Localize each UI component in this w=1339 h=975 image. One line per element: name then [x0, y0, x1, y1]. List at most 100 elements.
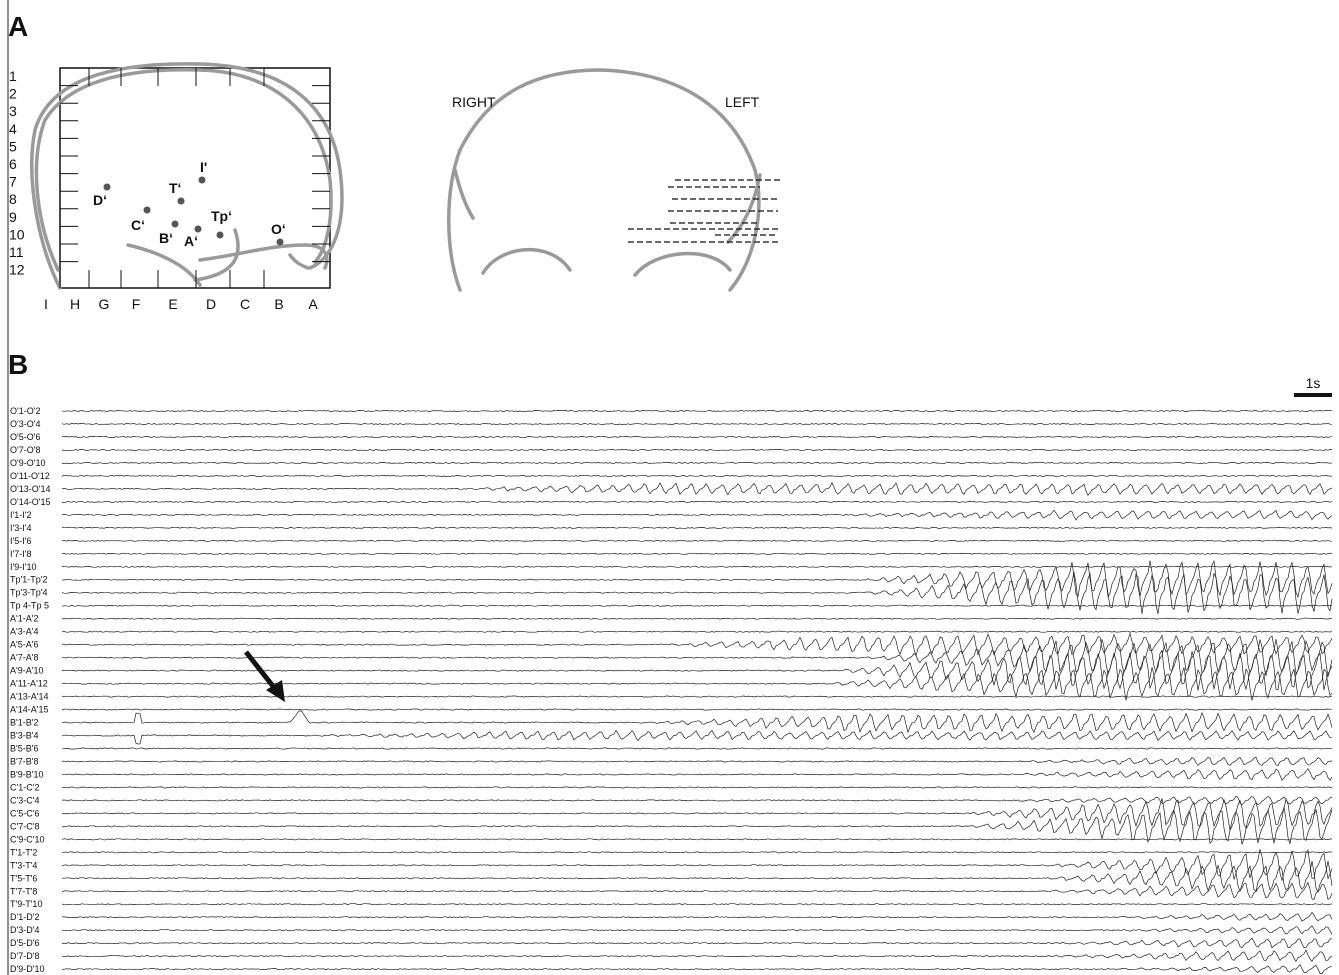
channel-label: I'5-I'6 — [10, 536, 31, 546]
channel-label: A'9-A'10 — [10, 666, 43, 676]
channel-label: I'7-I'8 — [10, 549, 31, 559]
channel-label: T'1-T'2 — [10, 847, 37, 857]
eeg-trace — [61, 881, 1333, 900]
electrode — [198, 176, 206, 184]
col-label: B — [274, 296, 283, 312]
eeg-trace — [61, 903, 1333, 906]
channel-label: T'5-T'6 — [10, 873, 37, 883]
channel-label: D'5-D'6 — [10, 938, 39, 948]
col-label: F — [132, 296, 141, 312]
row-label: 6 — [9, 156, 17, 172]
channel-label: O'7-O'8 — [10, 445, 40, 455]
channel-label: B'9-B'10 — [10, 769, 43, 779]
channel-label: Tp'3-Tp'4 — [10, 588, 47, 598]
col-label: A — [308, 296, 318, 312]
row-label: 1 — [9, 68, 17, 84]
electrode — [143, 206, 151, 214]
eeg-trace — [61, 695, 1333, 698]
channel-label: B'7-B'8 — [10, 756, 38, 766]
electrode-label: I' — [200, 159, 207, 175]
eeg-trace — [61, 729, 1333, 745]
eeg-trace — [61, 937, 1333, 949]
eeg-trace — [62, 768, 1333, 781]
electrode — [194, 225, 202, 233]
electrode — [171, 220, 179, 228]
channel-label: A'13-A'14 — [10, 692, 48, 702]
eeg-trace — [61, 565, 1333, 568]
electrode-label: D‘ — [93, 192, 107, 208]
eeg-trace — [61, 708, 1332, 711]
electrode — [103, 183, 111, 191]
eeg-trace — [61, 481, 1333, 496]
channel-label: O'9-O'10 — [10, 458, 45, 468]
channel-label: O'13-O'14 — [10, 484, 50, 494]
channel-label: C'5-C'6 — [10, 808, 39, 818]
channel-label: O'11-O'12 — [10, 471, 50, 481]
eeg-trace — [61, 756, 1333, 767]
eeg-trace — [61, 630, 1333, 633]
row-label: 11 — [9, 244, 24, 260]
row-label: 10 — [9, 226, 25, 242]
col-label: D — [206, 296, 216, 312]
electrode-label: B‘ — [159, 230, 173, 246]
channel-label: D'7-D'8 — [10, 951, 39, 961]
eeg-trace — [61, 786, 1332, 789]
eeg-trace — [61, 632, 1333, 657]
channel-label: C'1-C'2 — [10, 782, 39, 792]
channel-label: I'3-I'4 — [10, 523, 31, 533]
channel-label: D'3-D'4 — [10, 925, 39, 935]
channel-label: A'11-A'12 — [10, 679, 48, 689]
coronal-side-label: LEFT — [725, 94, 760, 110]
eeg-trace — [61, 423, 1333, 425]
channel-label: A'14-A'15 — [10, 705, 48, 715]
panel-label: B — [8, 349, 28, 380]
channel-label: B'1-B'2 — [10, 718, 38, 728]
channel-label: C'7-C'8 — [10, 821, 39, 831]
col-label: C — [240, 296, 250, 312]
eeg-trace — [61, 526, 1333, 529]
electrode-label: O‘ — [271, 221, 286, 237]
eeg-trace — [61, 964, 1333, 975]
panel-label: A — [8, 11, 28, 42]
channel-label: O'1-O'2 — [10, 406, 40, 416]
channel-label: O'3-O'4 — [10, 419, 40, 429]
col-label: I — [44, 296, 48, 312]
channel-label: D'1-D'2 — [10, 912, 39, 922]
row-label: 2 — [9, 86, 17, 102]
col-label: E — [168, 296, 177, 312]
row-label: 5 — [9, 138, 17, 154]
channel-label: Tp 4-Tp 5 — [10, 601, 49, 611]
channel-label: I'1-I'2 — [10, 510, 31, 520]
coronal-side-label: RIGHT — [452, 94, 496, 110]
channel-label: B'5-B'6 — [10, 743, 38, 753]
eeg-trace — [62, 461, 1333, 464]
eeg-trace — [61, 925, 1333, 935]
scale-label: 1s — [1306, 375, 1321, 391]
channel-label: I'9-I'10 — [10, 562, 36, 572]
eeg-trace — [62, 409, 1333, 412]
electrode-label: C‘ — [131, 217, 145, 233]
channel-label: A'1-A'2 — [10, 614, 38, 624]
row-label: 3 — [9, 103, 17, 119]
col-label: G — [99, 296, 110, 312]
row-label: 7 — [9, 174, 17, 190]
channel-label: O'5-O'6 — [10, 432, 40, 442]
row-label: 12 — [9, 262, 25, 278]
eeg-trace — [61, 559, 1333, 599]
eeg-trace — [61, 667, 1333, 701]
eeg-trace — [61, 911, 1333, 922]
arrow-head — [266, 680, 285, 702]
eeg-trace — [61, 649, 1333, 691]
eeg-trace — [61, 604, 1333, 607]
eeg-trace — [61, 949, 1333, 963]
eeg-trace — [61, 851, 1333, 854]
channel-label: T'7-T'8 — [10, 886, 37, 896]
channel-label: C'9-C'10 — [10, 834, 44, 844]
eeg-trace — [61, 509, 1333, 521]
eeg-trace — [61, 448, 1332, 451]
electrode-tracks — [628, 179, 780, 243]
eeg-trace — [61, 436, 1333, 438]
eeg-trace — [61, 539, 1332, 542]
electrode — [216, 231, 224, 239]
